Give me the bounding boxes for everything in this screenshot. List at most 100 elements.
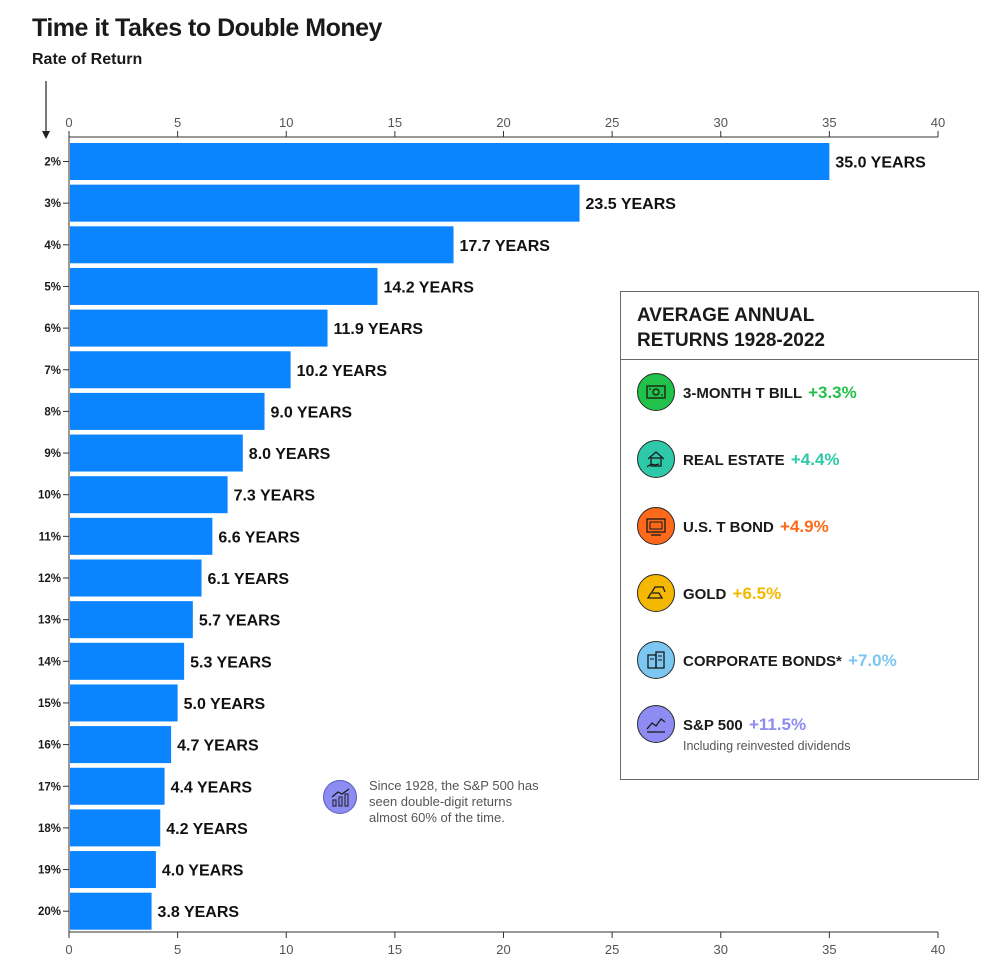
legend-value: +3.3% <box>808 383 857 402</box>
legend-value: +4.4% <box>790 450 840 469</box>
legend-note: Including reinvested dividends <box>683 739 851 753</box>
rate-arrow <box>42 81 50 139</box>
x-tick-label-bottom: 30 <box>714 942 728 957</box>
category-label: 15% <box>38 698 61 710</box>
x-tick-label-bottom: 40 <box>931 942 945 957</box>
x-tick-label-bottom: 10 <box>279 942 293 957</box>
category-label: 8% <box>44 406 61 418</box>
callout-line: almost 60% of the time. <box>369 810 505 825</box>
legend-title: AVERAGE ANNUAL RETURNS 1928-2022 <box>621 292 978 360</box>
category-label: 20% <box>38 906 61 918</box>
data-label: 3.8 YEARS <box>158 904 240 921</box>
data-label: 14.2 YEARS <box>383 279 474 296</box>
x-tick-label-top: 25 <box>605 115 619 130</box>
category-label: 16% <box>38 740 61 752</box>
data-label: 4.0 YEARS <box>162 863 244 880</box>
bar <box>70 226 454 264</box>
data-label: 5.0 YEARS <box>184 696 266 713</box>
category-label: 17% <box>38 781 61 793</box>
y-axis-label: Rate of Return <box>32 51 143 68</box>
data-label: 6.6 YEARS <box>218 529 300 546</box>
legend-value: +11.5% <box>748 715 807 734</box>
legend-value: +4.9% <box>780 517 829 536</box>
data-label: 7.3 YEARS <box>234 488 316 505</box>
x-tick-label-top: 20 <box>496 115 510 130</box>
bar <box>70 351 291 389</box>
bar <box>70 434 243 472</box>
x-tick-label-top: 0 <box>65 115 72 130</box>
x-tick-label-bottom: 15 <box>388 942 402 957</box>
callout-line: Since 1928, the S&P 500 has <box>369 778 539 793</box>
category-label: 4% <box>44 240 61 252</box>
bar <box>70 392 265 430</box>
x-tick-label-top: 35 <box>822 115 836 130</box>
data-label: 4.4 YEARS <box>171 779 253 796</box>
building-icon <box>637 641 675 679</box>
callout-line: seen double-digit returns <box>369 794 513 809</box>
bar <box>70 184 580 222</box>
chart-title: Time it Takes to Double Money <box>32 14 382 42</box>
x-tick-label-bottom: 5 <box>174 942 181 957</box>
growth-chart-icon <box>323 780 357 814</box>
data-label: 17.7 YEARS <box>460 238 551 255</box>
bar <box>70 559 202 597</box>
bar <box>70 309 328 347</box>
category-label: 5% <box>44 281 61 293</box>
bar <box>70 642 185 680</box>
bar <box>70 601 193 639</box>
x-axis-bottom: 0 5 10 15 20 25 30 35 40 <box>65 931 945 957</box>
data-label: 35.0 YEARS <box>835 155 926 172</box>
category-label: 18% <box>38 823 61 835</box>
x-tick-label-top: 10 <box>279 115 293 130</box>
data-label: 10.2 YEARS <box>297 363 388 380</box>
legend-value: +6.5% <box>732 584 782 603</box>
legend-label: GOLD <box>683 586 727 603</box>
bar <box>70 143 830 180</box>
x-tick-label-top: 30 <box>714 115 728 130</box>
data-label: 5.3 YEARS <box>190 654 272 671</box>
legend-label: S&P 500 <box>683 717 743 734</box>
legend-label: 3-MONTH T BILL <box>683 385 802 402</box>
bars-group: 35.0 YEARS 23.5 YEARS 17.7 YEARS 14.2 YEARS… <box>70 143 926 930</box>
legend-box: AVERAGE ANNUAL RETURNS 1928-2022 3-MONTH… <box>620 291 979 780</box>
x-tick-label-top: 40 <box>931 115 945 130</box>
legend-title-line2: RETURNS 1928-2022 <box>637 330 825 351</box>
bar <box>70 267 378 305</box>
bar <box>70 684 178 722</box>
bar <box>70 809 161 847</box>
category-label: 14% <box>38 656 61 668</box>
data-label: 23.5 YEARS <box>586 196 677 213</box>
y-axis: 2% 3% 4% 5% 6% 7% 8% 9% 10% 11% 12% 13% 14% 15% 16% 17%… <box>38 137 70 932</box>
x-tick-label-bottom: 0 <box>65 942 72 957</box>
x-tick-label-bottom: 35 <box>822 942 836 957</box>
callout-text: Since 1928, the S&P 500 has seen double-… <box>369 778 589 826</box>
x-tick-label-top: 15 <box>388 115 402 130</box>
legend-value: +7.0% <box>848 651 897 670</box>
data-label: 5.7 YEARS <box>199 613 281 630</box>
x-axis-top: 0 5 10 15 20 25 30 35 40 <box>65 115 945 138</box>
category-label: 13% <box>38 615 61 627</box>
chart-icon <box>637 705 675 743</box>
legend-title-line1: AVERAGE ANNUAL <box>637 305 815 326</box>
category-label: 6% <box>44 323 61 335</box>
data-label: 4.2 YEARS <box>166 821 248 838</box>
data-label: 6.1 YEARS <box>208 571 290 588</box>
x-tick-label-top: 5 <box>174 115 181 130</box>
data-label: 4.7 YEARS <box>177 738 259 755</box>
bar <box>70 476 228 514</box>
bar <box>70 892 152 930</box>
category-label: 2% <box>44 157 61 169</box>
house-icon <box>637 440 675 478</box>
category-label: 19% <box>38 865 61 877</box>
bar <box>70 767 165 805</box>
data-label: 9.0 YEARS <box>271 404 353 421</box>
x-tick-label-bottom: 20 <box>496 942 510 957</box>
bar <box>70 726 172 764</box>
bill-icon <box>637 373 675 411</box>
x-tick-label-bottom: 25 <box>605 942 619 957</box>
legend-label: REAL ESTATE <box>683 452 785 469</box>
category-label: 12% <box>38 573 61 585</box>
gold-bar-icon <box>637 574 675 612</box>
bond-icon <box>637 507 675 545</box>
